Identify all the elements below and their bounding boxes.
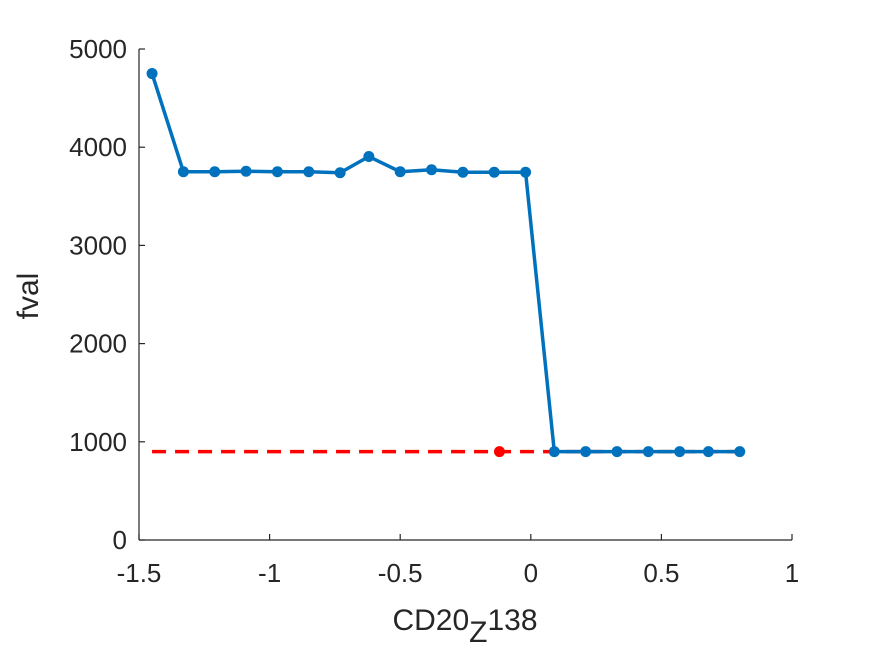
- data-point: [457, 166, 469, 178]
- y-tick-label: 3000: [69, 230, 127, 260]
- data-point: [642, 446, 654, 458]
- x-tick-label: 1: [785, 558, 799, 588]
- y-tick-label: 4000: [69, 132, 127, 162]
- x-tick-label: 0: [524, 558, 538, 588]
- x-axis-label-subscript: Z: [469, 616, 487, 649]
- y-tick-label: 2000: [69, 329, 127, 359]
- y-tick-label: 1000: [69, 427, 127, 457]
- y-tick-label: 0: [113, 525, 127, 555]
- data-point: [426, 164, 438, 176]
- data-point: [334, 167, 346, 179]
- data-point: [240, 165, 252, 177]
- x-tick-label: -1: [258, 558, 281, 588]
- data-point: [271, 166, 283, 178]
- data-point: [734, 446, 746, 458]
- data-point: [209, 166, 221, 178]
- data-point: [146, 68, 158, 80]
- data-point: [363, 151, 375, 163]
- data-point: [394, 166, 406, 178]
- data-point: [488, 166, 500, 178]
- highlight-point: [493, 446, 505, 458]
- plot-area: [146, 68, 746, 458]
- y-ticks: 0 1000 2000 3000 4000 5000: [69, 34, 145, 555]
- data-point: [674, 446, 686, 458]
- data-point: [520, 166, 532, 178]
- data-point: [548, 446, 560, 458]
- x-axis-label-suffix: 138: [487, 604, 537, 637]
- y-tick-label: 5000: [69, 34, 127, 64]
- data-point: [702, 446, 714, 458]
- x-tick-label: 0.5: [643, 558, 679, 588]
- series-line: [150, 73, 740, 454]
- x-ticks: -1.5 -1 -0.5 0 0.5 1: [117, 534, 799, 588]
- data-point: [580, 446, 592, 458]
- x-tick-label: -1.5: [117, 558, 162, 588]
- axes: [138, 49, 792, 541]
- x-axis-label: CD20Z138: [392, 604, 537, 649]
- x-tick-label: -0.5: [378, 558, 423, 588]
- data-point: [177, 166, 189, 178]
- x-axis-label-main: CD20: [392, 604, 469, 637]
- y-axis-label: fval: [12, 273, 45, 320]
- data-point: [303, 166, 315, 178]
- data-point: [611, 446, 623, 458]
